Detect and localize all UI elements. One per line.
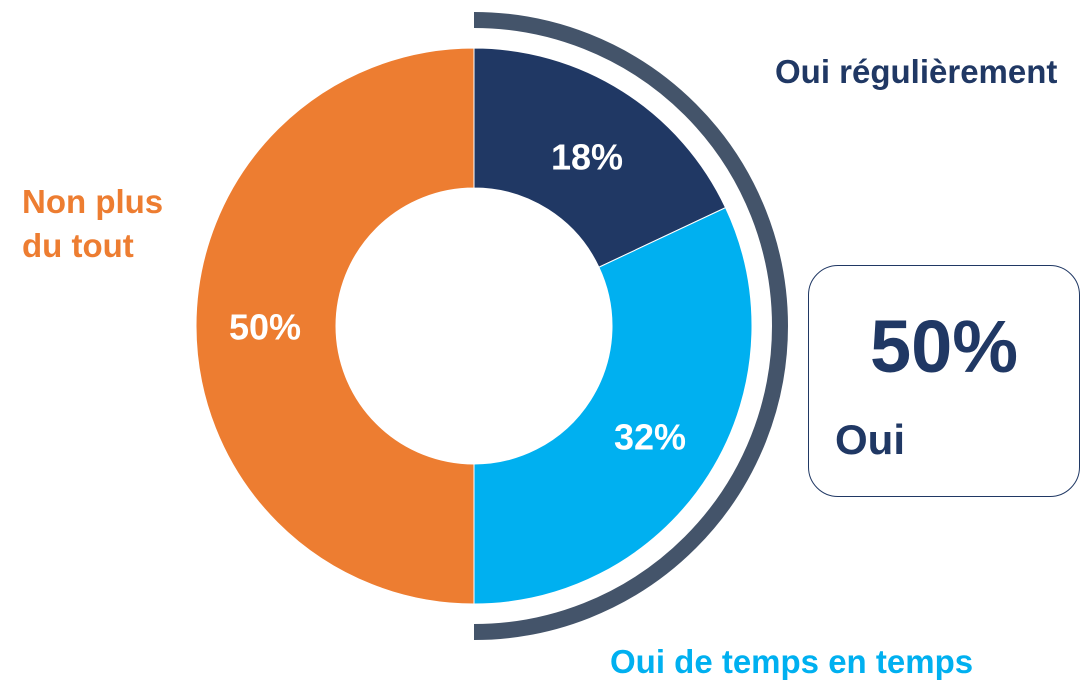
summary-value: 50%: [869, 305, 1019, 388]
slice: [195, 47, 475, 605]
slice: [473, 206, 753, 605]
category-label: Oui de temps en temps: [610, 643, 974, 680]
value-label: 50%: [229, 307, 301, 348]
summary-bracket: [473, 12, 788, 640]
slice: [473, 47, 727, 268]
value-label: 32%: [614, 417, 686, 458]
summary-box: 50% Oui: [808, 265, 1080, 497]
summary-label: Oui: [835, 416, 905, 463]
category-label: Non plus du tout: [22, 183, 164, 264]
value-label: 18%: [551, 137, 623, 178]
category-label: Oui régulièrement: [775, 53, 1058, 90]
